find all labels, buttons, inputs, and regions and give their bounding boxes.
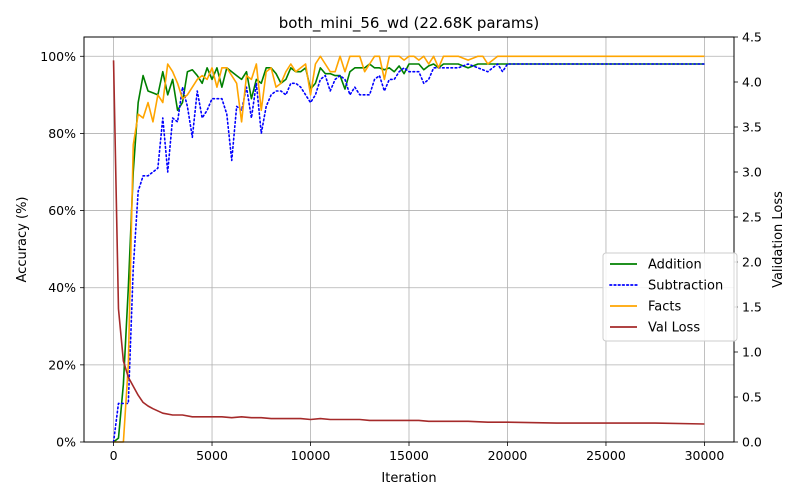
legend-label: Subtraction (648, 279, 723, 294)
x-axis-ticks: 0 5000 10000 15000 20000 25000 30000 (110, 442, 725, 463)
right-y-tick-label: 0.5 (742, 390, 762, 405)
right-y-axis-label: Validation Loss (771, 191, 786, 288)
right-y-tick-label: 1.0 (742, 345, 762, 360)
right-y-tick-label: 2.5 (742, 210, 762, 225)
legend-box (602, 252, 738, 342)
series-line-val-loss (112, 60, 705, 425)
legend-label: Addition (648, 258, 702, 273)
legend-label: Val Loss (648, 321, 700, 336)
right-y-tick-label: 3.0 (742, 165, 762, 180)
left-y-axis-ticks: 0% 20% 40% 60% 80% 100% (40, 49, 84, 450)
left-y-tick-label: 40% (48, 280, 76, 295)
x-tick-label: 25000 (586, 448, 626, 463)
left-y-tick-label: 60% (48, 203, 76, 218)
x-tick-label: 10000 (291, 448, 331, 463)
chart-title: both_mini_56_wd (22.68K params) (279, 14, 539, 33)
series-line-facts (113, 55, 705, 443)
x-axis-label: Iteration (381, 471, 436, 486)
left-y-tick-label: 0% (56, 435, 76, 450)
x-tick-label: 5000 (196, 448, 228, 463)
right-y-tick-label: 3.5 (742, 120, 762, 135)
x-tick-label: 15000 (389, 448, 429, 463)
right-y-tick-label: 4.0 (742, 75, 762, 90)
right-y-tick-label: 2.0 (742, 255, 762, 270)
series-line-subtraction (112, 63, 706, 443)
left-y-tick-label: 80% (48, 126, 76, 141)
right-y-tick-label: 1.5 (742, 300, 762, 315)
legend: Addition Subtraction Facts Val Loss (602, 252, 738, 342)
left-y-tick-label: 20% (48, 357, 76, 372)
x-tick-label: 0 (110, 448, 118, 463)
left-y-tick-label: 100% (40, 49, 76, 64)
series-lines (112, 55, 706, 443)
legend-label: Facts (648, 300, 681, 315)
series-line-addition (113, 63, 705, 443)
right-y-tick-label: 0.0 (742, 435, 762, 450)
right-y-axis-ticks: 0.0 0.5 1.0 1.5 2.0 2.5 3.0 3.5 4.0 4.5 (734, 30, 762, 450)
x-tick-label: 30000 (685, 448, 725, 463)
left-y-axis-label: Accuracy (%) (15, 197, 30, 283)
right-y-tick-label: 4.5 (742, 30, 762, 45)
x-tick-label: 20000 (488, 448, 528, 463)
